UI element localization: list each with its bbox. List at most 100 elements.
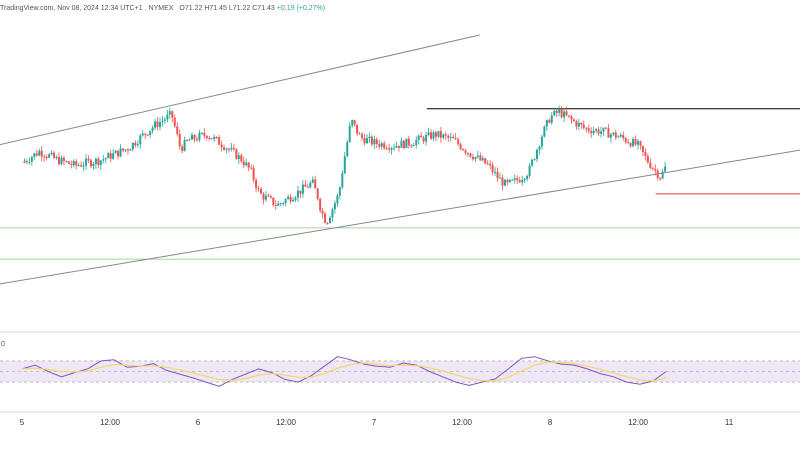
candle — [353, 119, 356, 127]
candle — [491, 161, 494, 176]
candle — [87, 155, 90, 164]
candle-body — [432, 132, 435, 139]
candle-body — [365, 138, 368, 144]
candle — [43, 154, 46, 162]
candle — [220, 141, 223, 152]
candle — [518, 176, 521, 184]
candle — [641, 145, 644, 157]
candle — [50, 150, 53, 156]
candle-body — [604, 127, 607, 129]
candle-body — [30, 157, 33, 162]
candle — [555, 108, 558, 117]
candle-body — [176, 126, 179, 134]
candle — [629, 141, 632, 148]
candle-body — [590, 131, 593, 134]
x-tick-label: 12:00 — [628, 418, 649, 427]
candle — [464, 148, 467, 156]
candle — [200, 131, 203, 135]
candle-body — [225, 148, 228, 150]
candle-body — [92, 164, 95, 167]
candle — [299, 190, 302, 199]
candle — [257, 185, 260, 192]
candle-body — [582, 124, 585, 128]
header-exchange: NYMEX — [148, 5, 174, 12]
candle — [619, 132, 622, 138]
candle — [356, 124, 359, 136]
candle-body — [43, 156, 46, 158]
candle — [311, 176, 314, 184]
candle-body — [25, 161, 28, 163]
candle — [225, 147, 228, 154]
candle-body — [163, 119, 166, 121]
candle-body — [341, 173, 344, 188]
candle — [235, 148, 238, 160]
candle-body — [252, 167, 255, 180]
candle — [585, 126, 588, 133]
candle-body — [410, 145, 413, 147]
candle — [447, 134, 450, 142]
candle — [80, 161, 83, 168]
candle-body — [126, 149, 129, 151]
candle — [210, 138, 213, 140]
candle-body — [516, 178, 519, 181]
candle-body — [346, 141, 349, 157]
candle — [60, 155, 63, 166]
candle — [178, 129, 181, 150]
candle — [264, 190, 267, 202]
candle-body — [627, 142, 630, 144]
candle-body — [205, 135, 208, 139]
candle — [109, 149, 112, 163]
candle-body — [624, 138, 627, 143]
candle — [158, 117, 161, 131]
candle-body — [235, 149, 238, 160]
candle — [94, 157, 97, 169]
candle-body — [639, 141, 642, 146]
candle-body — [119, 148, 122, 157]
candle-body — [407, 138, 410, 146]
candle — [637, 138, 639, 150]
rsi-band — [0, 360, 800, 383]
candle — [329, 215, 331, 224]
candle-body — [659, 177, 662, 179]
candle — [301, 180, 304, 198]
candle-body — [388, 148, 391, 150]
candle-body — [521, 179, 524, 183]
candle — [400, 137, 403, 148]
candle-body — [208, 138, 211, 140]
candle-body — [363, 138, 366, 144]
candle-body — [299, 190, 302, 194]
candle — [242, 156, 245, 169]
candle — [255, 177, 258, 193]
candle — [656, 168, 659, 181]
ohlc-header: TradingView.com, Nov 08, 2024 12:34 UTC+… — [0, 5, 326, 12]
candle-body — [474, 157, 477, 160]
candle — [208, 136, 211, 141]
candle-body — [466, 152, 469, 154]
candle-body — [57, 157, 60, 165]
candle — [232, 143, 235, 152]
candle — [397, 145, 400, 152]
candle-body — [420, 135, 423, 138]
candle-body — [452, 136, 455, 139]
candle-body — [38, 150, 41, 156]
candle — [284, 198, 287, 207]
candle-body — [607, 128, 610, 138]
candle-body — [87, 158, 90, 161]
candle — [107, 151, 110, 159]
candle-body — [526, 176, 529, 180]
candle — [215, 136, 218, 140]
candle-body — [181, 146, 184, 151]
candle — [193, 133, 196, 143]
candle-body — [316, 188, 319, 200]
candle — [53, 151, 56, 159]
candle — [351, 119, 354, 128]
candle — [627, 138, 630, 144]
candle — [28, 157, 31, 165]
candle — [651, 166, 654, 171]
candle — [156, 116, 159, 131]
candle — [306, 183, 309, 188]
candle-body — [656, 170, 659, 178]
candle-body — [186, 139, 189, 141]
candle-body — [437, 131, 440, 137]
